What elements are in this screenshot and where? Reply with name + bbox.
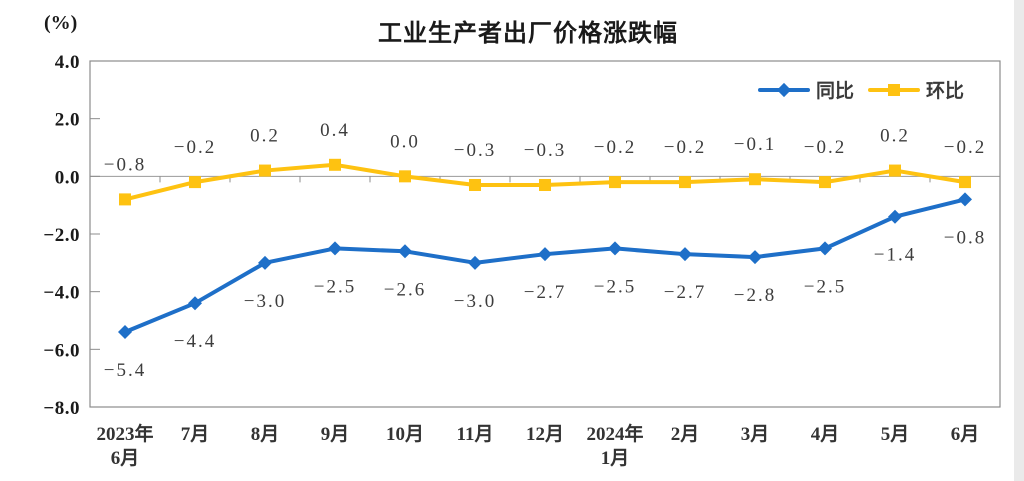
data-point-marker — [468, 255, 482, 270]
data-label: 0.2 — [250, 126, 280, 147]
legend-label-yoy: 同比 — [815, 81, 854, 102]
data-point-marker — [888, 209, 902, 224]
data-label: −5.4 — [104, 360, 146, 381]
data-point-marker — [118, 325, 132, 340]
data-label: 0.4 — [320, 120, 350, 141]
legend-item-mom: 环比 — [867, 76, 964, 103]
data-label: −0.3 — [454, 140, 496, 161]
data-point-marker — [748, 250, 762, 265]
x-tick-label: 5月 — [881, 424, 910, 445]
data-label: −0.8 — [104, 154, 146, 175]
data-label: −2.7 — [524, 282, 566, 303]
data-point-marker — [328, 241, 342, 256]
data-label: −0.3 — [524, 140, 566, 161]
data-point-marker — [189, 176, 201, 189]
data-label: −2.6 — [384, 279, 426, 300]
data-label: −4.4 — [174, 331, 216, 352]
legend-label-mom: 环比 — [925, 81, 964, 102]
data-point-marker — [469, 178, 481, 191]
data-label: −2.5 — [314, 276, 356, 297]
data-label: −0.8 — [944, 227, 986, 248]
data-point-marker — [329, 158, 341, 171]
data-point-marker — [608, 241, 622, 256]
plot-border — [89, 60, 1001, 408]
y-tick-label: −4.0 — [43, 283, 80, 304]
legend-item-yoy: 同比 — [757, 76, 854, 103]
data-point-marker — [258, 255, 272, 270]
y-tick-label: 0.0 — [55, 167, 80, 188]
y-axis-unit-label: (%) — [44, 12, 78, 34]
data-point-marker — [749, 173, 761, 186]
y-tick-label: 2.0 — [55, 110, 80, 131]
data-point-marker — [819, 176, 831, 189]
y-tick-label: −6.0 — [43, 340, 80, 361]
data-label: −3.0 — [454, 291, 496, 312]
data-label: −2.5 — [594, 276, 636, 297]
series-line-0 — [123, 197, 967, 335]
chart-title: 工业生产者出厂价格涨跌幅 — [378, 20, 678, 47]
data-point-marker — [188, 296, 202, 311]
data-point-marker — [679, 176, 691, 189]
x-tick-label: 10月 — [386, 424, 424, 445]
data-point-marker — [609, 176, 621, 189]
x-tick-label: 8月 — [251, 424, 280, 445]
data-label: −0.2 — [174, 137, 216, 158]
data-point-marker — [959, 176, 971, 189]
x-tick-label: 11月 — [457, 424, 494, 445]
page-edge-strip — [1014, 0, 1024, 481]
data-label: −2.7 — [664, 282, 706, 303]
x-tick-label: 2024年 1月 — [586, 422, 643, 469]
x-tick-label: 2月 — [671, 424, 700, 445]
data-point-marker — [539, 178, 551, 191]
data-label: −0.1 — [734, 134, 776, 155]
data-label: −0.2 — [664, 137, 706, 158]
data-label: −0.2 — [804, 137, 846, 158]
data-point-marker — [399, 170, 411, 183]
data-point-marker — [958, 192, 972, 207]
data-point-marker — [398, 244, 412, 259]
data-point-marker — [889, 164, 901, 177]
data-label: 0.2 — [880, 126, 910, 147]
y-tick-label: −8.0 — [43, 398, 80, 419]
x-tick-label: 4月 — [811, 424, 840, 445]
x-tick-label: 9月 — [321, 424, 350, 445]
data-label: −0.2 — [594, 137, 636, 158]
data-label: −3.0 — [244, 291, 286, 312]
x-tick-label: 3月 — [741, 424, 770, 445]
yoy-line-marker-icon — [757, 80, 810, 100]
mom-line-marker-icon — [867, 80, 920, 100]
y-tick-label: 4.0 — [55, 52, 80, 73]
data-point-marker — [678, 247, 692, 262]
data-label: −2.8 — [734, 285, 776, 306]
data-label: 0.0 — [390, 131, 420, 152]
data-point-marker — [119, 193, 131, 206]
x-tick-label: 2023年 6月 — [96, 422, 153, 469]
data-point-marker — [538, 247, 552, 262]
data-label: −0.2 — [944, 137, 986, 158]
x-tick-label: 12月 — [526, 424, 564, 445]
data-point-marker — [259, 164, 271, 177]
data-point-marker — [818, 241, 832, 256]
x-tick-label: 7月 — [181, 424, 210, 445]
legend: 同比 环比 — [757, 76, 964, 103]
data-label: −2.5 — [804, 276, 846, 297]
data-label: −1.4 — [874, 245, 916, 266]
y-tick-label: −2.0 — [43, 225, 80, 246]
x-tick-label: 6月 — [951, 424, 980, 445]
